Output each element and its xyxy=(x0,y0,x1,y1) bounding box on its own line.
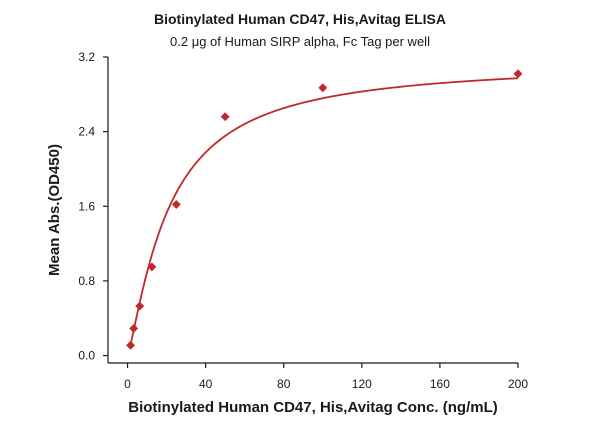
y-tick-label: 1.6 xyxy=(78,199,95,213)
chart-subtitle: 0.2 μg of Human SIRP alpha, Fc Tag per w… xyxy=(170,34,430,49)
data-point xyxy=(126,340,136,350)
chart-title: Biotinylated Human CD47, His,Avitag ELIS… xyxy=(154,11,446,27)
fit-layer xyxy=(129,77,519,345)
data-point xyxy=(171,199,181,209)
x-tick-label: 80 xyxy=(277,377,291,391)
x-axis-label: Biotinylated Human CD47, His,Avitag Conc… xyxy=(128,399,497,416)
x-tick-label: 200 xyxy=(508,377,528,391)
y-tick-label: 2.4 xyxy=(78,125,95,139)
fit-curve xyxy=(129,77,519,345)
y-tick-label: 3.2 xyxy=(78,50,95,64)
x-tick-label: 0 xyxy=(124,377,131,391)
data-point xyxy=(129,323,139,334)
data-point xyxy=(513,69,523,79)
x-tick-label: 120 xyxy=(352,377,372,391)
y-axis-label: Mean Abs.(OD450) xyxy=(46,144,63,276)
y-tick-label: 0.0 xyxy=(78,349,95,363)
points-layer xyxy=(126,69,523,350)
axes xyxy=(107,57,518,364)
data-point xyxy=(318,83,328,93)
y-tick-label: 0.8 xyxy=(78,274,95,288)
x-tick-label: 40 xyxy=(199,377,213,391)
ticks: 0 40 80 120 160 200 0.0 0.8 1.6 2.4 3.2 xyxy=(78,50,528,391)
data-point xyxy=(220,112,230,122)
data-point xyxy=(135,301,145,311)
data-point xyxy=(147,262,157,272)
x-tick-label: 160 xyxy=(430,377,450,391)
